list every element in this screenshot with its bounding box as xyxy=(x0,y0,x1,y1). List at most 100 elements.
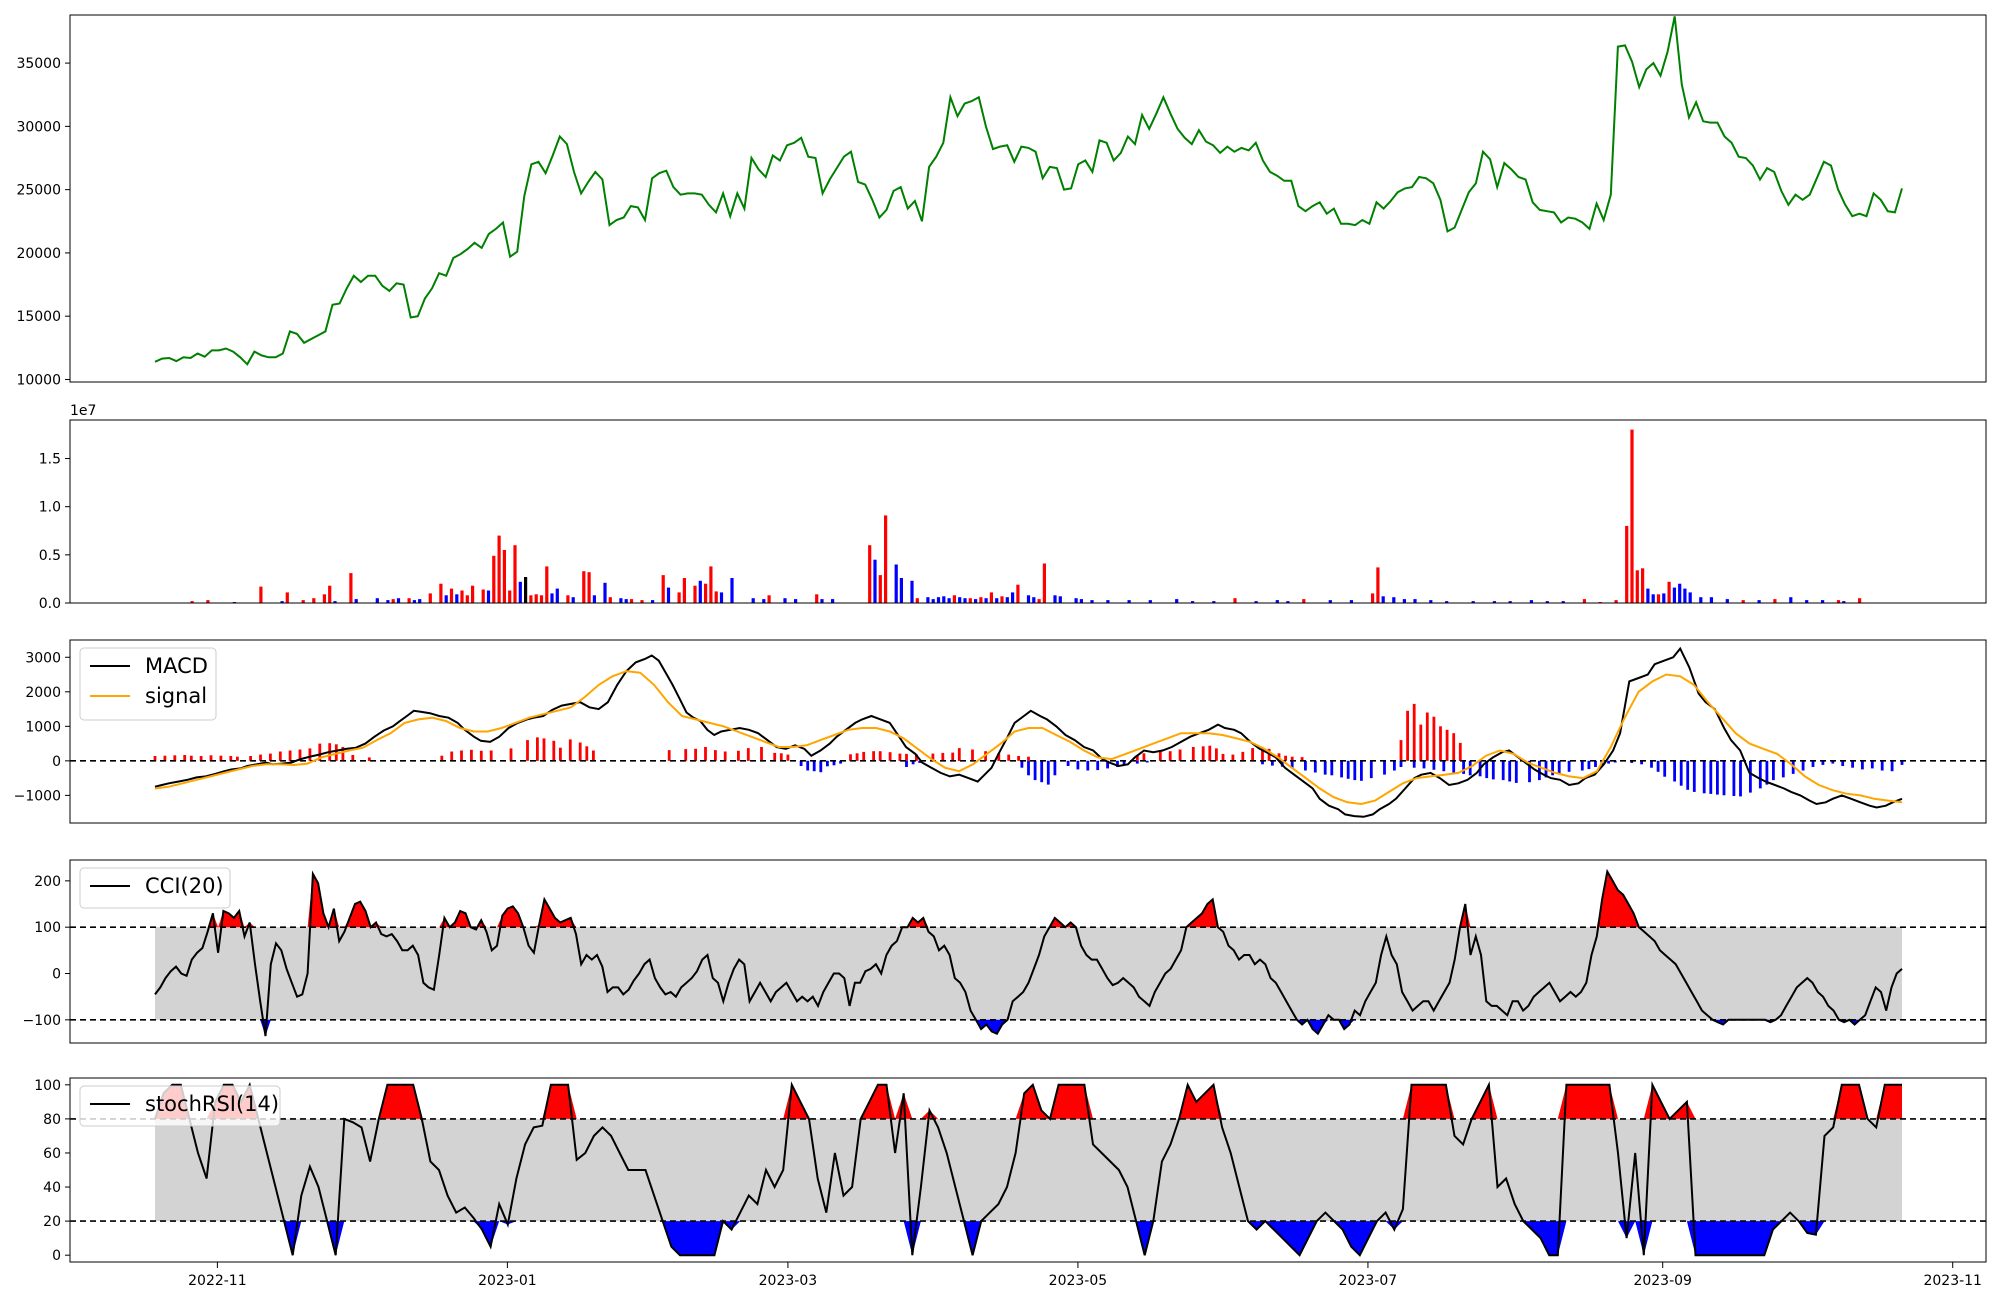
macd-histogram-bar xyxy=(1425,712,1429,761)
volume-bar xyxy=(1371,593,1375,603)
macd-histogram-bar xyxy=(1076,760,1080,770)
price-frame xyxy=(69,14,1987,383)
macd-histogram-bar xyxy=(1749,760,1752,793)
volume-bar xyxy=(349,573,353,603)
volume-bar xyxy=(831,599,835,603)
macd-histogram-bar xyxy=(1106,760,1109,769)
volume-bar xyxy=(312,598,316,603)
macd-histogram-bar xyxy=(1432,716,1436,761)
macd-histogram-bar xyxy=(1284,755,1287,761)
macd-histogram-bar xyxy=(351,755,355,761)
volume-bar xyxy=(884,515,888,603)
volume-bar xyxy=(958,597,962,603)
volume-bar xyxy=(1445,601,1449,603)
volume-bar xyxy=(386,600,390,603)
cci-tick-label: 200 xyxy=(34,874,61,890)
macd-histogram-bar xyxy=(236,756,239,761)
macd-histogram-bar xyxy=(1020,760,1024,768)
volume-bar xyxy=(492,555,496,603)
macd-histogram-bar xyxy=(592,750,595,761)
x-axis: 2022-11 2023-01 2023-03 2023-05 2023-07 2023-… xyxy=(188,1262,1982,1289)
macd-histogram-bar xyxy=(1702,760,1706,794)
volume-bar xyxy=(1381,596,1385,603)
macd-histogram-bar xyxy=(1841,760,1845,766)
macd-histogram-bar xyxy=(479,750,483,761)
volume-bar xyxy=(455,594,459,603)
macd-histogram-bar xyxy=(1261,760,1264,765)
macd-histogram-bar xyxy=(1458,742,1462,761)
macd-histogram-bar xyxy=(779,753,783,761)
volume-bar xyxy=(661,575,665,603)
macd-histogram-bar xyxy=(819,760,823,773)
macd-histogram-bar xyxy=(1158,751,1162,761)
cci-tick-label: 0 xyxy=(52,967,61,983)
macd-histogram-bar xyxy=(1040,760,1044,783)
volume-tick-label: 1.0 xyxy=(39,500,61,516)
macd-histogram-bar xyxy=(1851,760,1854,768)
macd-histogram-bar xyxy=(1880,760,1884,771)
volume-bar xyxy=(1000,596,1004,603)
macd-histogram-bar xyxy=(951,752,955,761)
macd-histogram-bar xyxy=(1412,760,1416,768)
volume-bar xyxy=(899,578,903,603)
volume-bar xyxy=(471,585,475,603)
macd-histogram-bar xyxy=(746,748,750,761)
macd-histogram-bar xyxy=(153,756,157,761)
macd-histogram-bar xyxy=(1709,760,1713,794)
volume-bar xyxy=(1667,581,1671,603)
macd-histogram-bar xyxy=(552,740,556,761)
volume-bar xyxy=(1492,601,1496,603)
macd-histogram-bar xyxy=(219,755,223,761)
macd-histogram-bar xyxy=(1304,760,1307,771)
macd-histogram-bar xyxy=(1300,757,1304,761)
macd-histogram-bar xyxy=(812,760,816,772)
volume-bar xyxy=(677,592,681,603)
macd-histogram-bar xyxy=(915,754,918,761)
volume-tick-label: 0.0 xyxy=(39,596,61,612)
macd-histogram-bar xyxy=(1191,747,1195,761)
macd-histogram-bar xyxy=(1145,760,1149,763)
volume-bar xyxy=(794,599,798,603)
macd-histogram-bar xyxy=(1360,760,1363,781)
macd-histogram-bar xyxy=(1580,760,1584,771)
macd-histogram-bar xyxy=(1739,760,1742,797)
macd-histogram-bar xyxy=(1399,740,1403,761)
macd-histogram-bar xyxy=(189,755,193,761)
volume-bar xyxy=(486,590,491,603)
macd-tick-label: 1000 xyxy=(25,719,61,735)
macd-histogram-bar xyxy=(1178,749,1182,761)
macd-histogram-bar xyxy=(288,750,292,761)
stochrsi-legend-box xyxy=(79,1085,281,1127)
macd-histogram-bar xyxy=(1890,760,1894,772)
volume-bar xyxy=(714,591,718,603)
macd-histogram-bar xyxy=(568,739,572,761)
volume-bar xyxy=(1053,595,1057,603)
volume-bar xyxy=(439,583,443,603)
macd-histogram-bar xyxy=(1765,760,1769,785)
volume-bar xyxy=(1773,599,1777,603)
macd-histogram-bar xyxy=(489,750,493,761)
volume-bar xyxy=(926,597,930,603)
macd-histogram-bar xyxy=(957,748,961,761)
volume-bar xyxy=(481,589,485,603)
volume-bar xyxy=(539,595,544,603)
x-tick-label: 2023-11 xyxy=(1923,1273,1982,1289)
stochrsi-tick-label: 20 xyxy=(43,1214,61,1230)
macd-histogram-bar xyxy=(832,760,836,766)
volume-bar xyxy=(428,593,432,603)
volume-bar xyxy=(894,564,898,603)
x-tick-label: 2023-07 xyxy=(1339,1273,1398,1289)
macd-histogram-bar xyxy=(1033,760,1037,781)
macd-histogram-bar xyxy=(1538,760,1541,781)
macd-histogram-bar xyxy=(1811,760,1815,767)
volume-bar xyxy=(1805,600,1809,603)
macd-histogram-bar xyxy=(849,754,852,761)
macd-histogram-bar xyxy=(1452,760,1456,773)
macd-histogram-bar xyxy=(1758,760,1762,789)
macd-histogram-bar xyxy=(737,750,740,761)
volume-bar xyxy=(1042,563,1046,603)
volume-bar xyxy=(603,582,607,603)
macd-histogram-bar xyxy=(905,760,908,767)
volume-bar xyxy=(1148,600,1152,603)
